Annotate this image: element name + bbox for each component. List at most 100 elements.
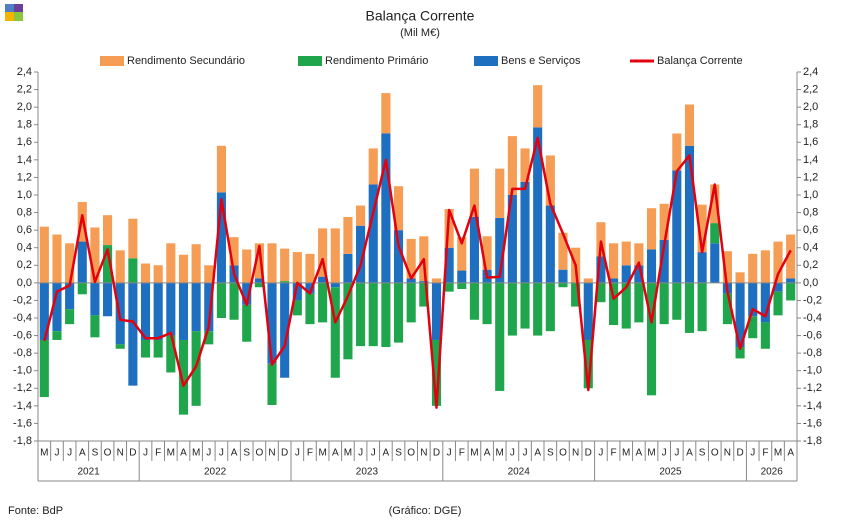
bar <box>697 282 707 332</box>
bar <box>672 170 682 283</box>
bar <box>39 339 49 398</box>
bar <box>216 192 226 283</box>
bar <box>343 216 353 254</box>
bar <box>621 241 631 266</box>
x-tick-label: S <box>547 448 554 459</box>
bar <box>406 282 416 323</box>
y2-tick-label: -1,6 <box>803 417 822 429</box>
bar <box>52 331 62 340</box>
bar <box>153 339 163 358</box>
legend-label: Rendimento Secundário <box>127 55 245 67</box>
bar <box>393 282 404 343</box>
bar <box>140 282 151 340</box>
x-tick-label: F <box>155 448 161 459</box>
bar <box>431 282 442 340</box>
y-tick-label: 2,0 <box>17 101 32 113</box>
bar <box>153 282 163 340</box>
bar <box>469 216 479 283</box>
bar <box>406 238 416 279</box>
bar <box>115 250 125 283</box>
bar <box>583 339 593 389</box>
year-label: 2025 <box>659 467 682 478</box>
legend-swatch <box>298 56 322 66</box>
x-tick-label: J <box>54 448 59 459</box>
x-tick-label: A <box>534 448 541 459</box>
bar <box>773 241 783 283</box>
year-label: 2024 <box>508 467 531 478</box>
year-label: 2021 <box>77 467 100 478</box>
bar <box>178 254 189 283</box>
bar <box>178 339 189 415</box>
bar <box>457 237 467 271</box>
bar <box>533 282 543 336</box>
y-tick-label: 1,2 <box>17 171 32 183</box>
bar <box>393 230 404 283</box>
bar <box>305 253 315 283</box>
bar <box>318 282 328 323</box>
bar <box>621 282 631 329</box>
bar <box>242 282 252 305</box>
bar <box>558 232 568 270</box>
legend-label: Rendimento Primário <box>325 55 428 67</box>
x-tick-label: J <box>371 448 376 459</box>
bar <box>507 282 517 336</box>
bar <box>735 282 745 347</box>
x-tick-label: S <box>243 448 250 459</box>
y-tick-label: -1,6 <box>13 417 32 429</box>
legend-swatch <box>474 56 498 66</box>
bar <box>330 228 340 283</box>
x-tick-label: D <box>433 448 440 459</box>
bar <box>153 265 163 283</box>
bar <box>128 218 138 259</box>
bar <box>166 335 176 373</box>
bar <box>697 204 707 253</box>
bar <box>343 253 353 283</box>
bar <box>166 282 176 336</box>
bar <box>482 236 492 270</box>
bar <box>520 181 530 283</box>
bar <box>457 282 467 290</box>
bar <box>710 243 720 283</box>
bar <box>596 282 606 303</box>
bar <box>431 339 442 406</box>
bar <box>469 282 479 320</box>
year-label: 2022 <box>204 467 227 478</box>
bar <box>90 315 100 338</box>
y2-tick-label: 0,4 <box>803 242 818 254</box>
bar <box>545 282 555 332</box>
x-tick-label: F <box>459 448 465 459</box>
bar <box>318 228 328 277</box>
bar <box>773 291 783 316</box>
x-tick-label: O <box>104 448 112 459</box>
bar <box>431 278 442 283</box>
bar <box>381 93 391 134</box>
bar <box>381 282 391 347</box>
x-tick-label: A <box>79 448 86 459</box>
x-tick-label: A <box>636 448 643 459</box>
bar <box>254 243 264 279</box>
x-tick-label: S <box>699 448 706 459</box>
source: Fonte: BdP <box>8 505 63 517</box>
line <box>43 136 792 409</box>
bar <box>330 287 340 378</box>
bar <box>634 282 644 323</box>
y2-tick-label: 1,6 <box>803 136 818 148</box>
bar <box>495 168 505 218</box>
bar <box>469 168 479 217</box>
bar <box>393 186 404 231</box>
x-tick-label: A <box>787 448 794 459</box>
bar <box>254 278 264 283</box>
bar <box>52 282 62 332</box>
bar <box>621 265 631 283</box>
bar <box>558 269 568 283</box>
x-tick-label: J <box>219 448 224 459</box>
x-tick-label: J <box>523 448 528 459</box>
x-tick-label: N <box>268 448 275 459</box>
x-tick-label: M <box>318 448 326 459</box>
bar <box>140 263 151 283</box>
bar <box>684 104 695 146</box>
bar <box>520 282 530 329</box>
bar <box>609 278 619 283</box>
x-tick-label: O <box>407 448 415 459</box>
